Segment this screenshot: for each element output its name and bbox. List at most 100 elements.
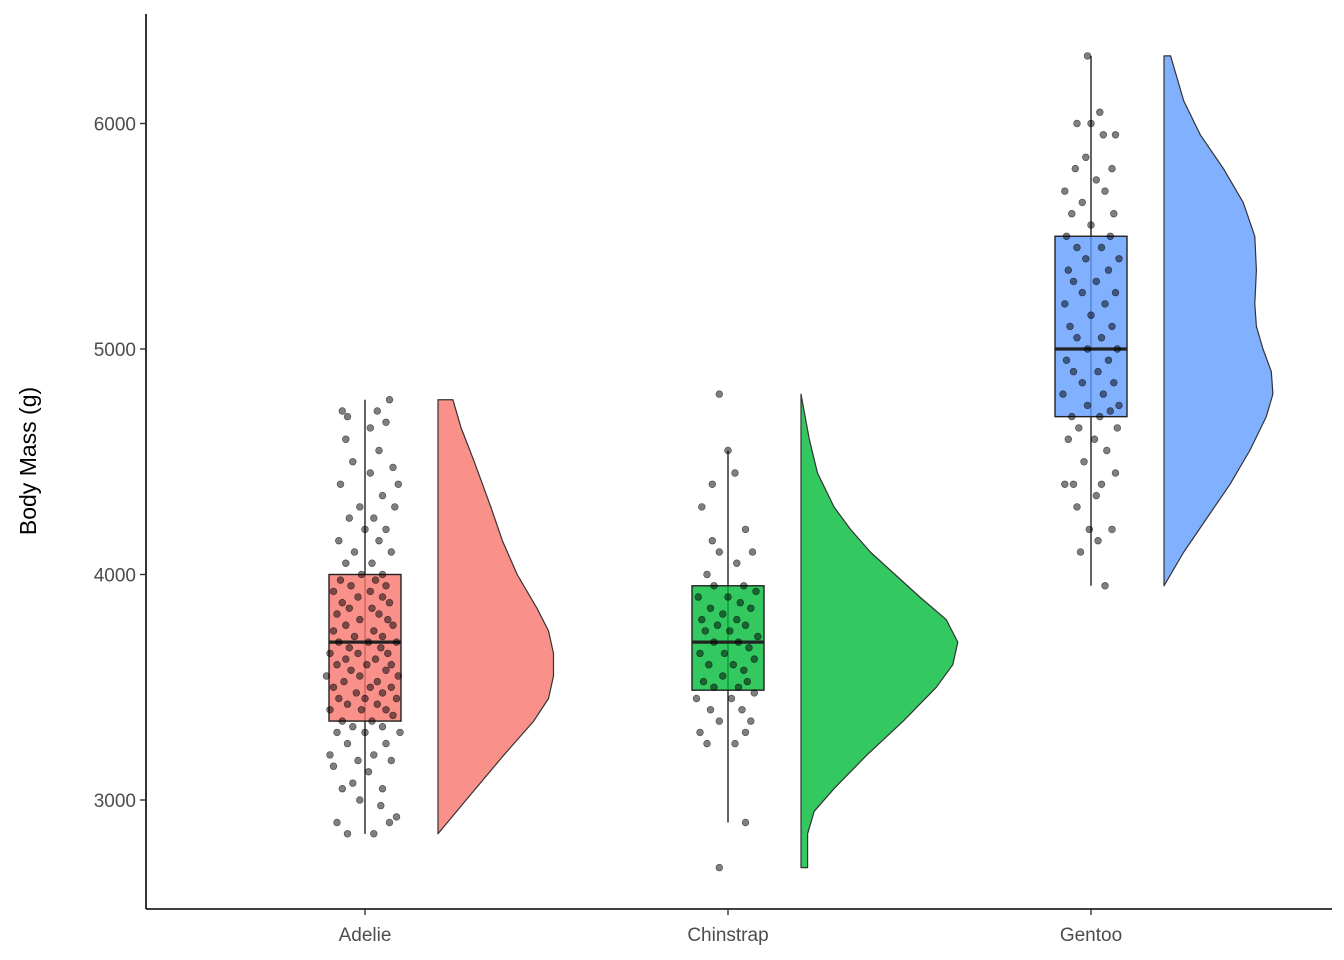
data-point <box>382 525 390 534</box>
data-point <box>1103 446 1111 455</box>
data-point <box>356 672 364 680</box>
data-point <box>354 649 362 658</box>
data-point <box>692 694 701 703</box>
data-point <box>1087 119 1095 128</box>
data-point <box>361 728 369 737</box>
data-point <box>750 655 758 663</box>
data-point <box>696 728 704 737</box>
data-point <box>354 756 362 765</box>
data-point <box>382 706 390 714</box>
data-point <box>361 694 369 703</box>
data-point <box>385 818 394 827</box>
data-point <box>345 604 353 612</box>
data-point <box>338 598 346 607</box>
data-point <box>1111 288 1120 297</box>
data-point <box>338 784 346 793</box>
data-point <box>696 649 704 658</box>
data-point <box>736 598 744 607</box>
data-point <box>333 728 341 737</box>
data-point <box>378 722 387 731</box>
data-point <box>389 711 397 720</box>
data-point <box>715 548 723 556</box>
data-point <box>378 491 387 500</box>
data-point <box>1085 525 1094 534</box>
data-point <box>1083 52 1092 60</box>
data-point <box>1061 480 1069 488</box>
data-point <box>387 660 395 669</box>
data-point <box>333 818 341 827</box>
data-point <box>356 503 364 511</box>
series-chinstrap <box>691 390 959 872</box>
data-point <box>1078 379 1087 387</box>
data-point <box>698 503 706 511</box>
data-point <box>329 683 338 691</box>
data-point <box>373 407 381 415</box>
data-point <box>1083 345 1092 353</box>
x-tick-label: Adelie <box>339 925 392 946</box>
data-point <box>354 593 362 601</box>
data-point <box>392 638 401 646</box>
data-point <box>701 627 709 635</box>
data-point <box>706 604 715 612</box>
data-point <box>378 689 387 697</box>
data-point <box>342 559 350 567</box>
data-point <box>715 390 723 398</box>
data-point <box>1096 412 1104 421</box>
data-point <box>1092 176 1101 184</box>
data-point <box>338 717 346 725</box>
data-point <box>336 576 345 584</box>
data-point <box>375 446 383 455</box>
y-tick-label: 6000 <box>94 115 136 136</box>
data-point <box>1115 255 1123 263</box>
data-point <box>394 672 402 680</box>
data-point <box>1094 536 1102 545</box>
data-point <box>1075 424 1083 432</box>
data-point <box>384 615 392 624</box>
density-gentoo <box>1163 55 1274 587</box>
data-point <box>1078 198 1087 207</box>
data-point <box>740 582 748 590</box>
data-point <box>373 677 381 686</box>
data-point <box>391 503 399 511</box>
data-point <box>345 514 353 522</box>
data-point <box>1066 322 1074 331</box>
data-point <box>349 722 357 731</box>
data-point <box>1073 334 1081 342</box>
data-point <box>747 604 755 612</box>
data-point <box>1108 164 1116 173</box>
data-point <box>703 739 711 748</box>
data-point <box>1076 548 1085 556</box>
box-chinstrap <box>691 585 765 691</box>
data-point <box>335 536 343 545</box>
plot-area <box>322 52 1274 872</box>
data-point <box>699 677 708 686</box>
data-point <box>1113 424 1122 432</box>
data-point <box>1073 243 1081 252</box>
data-point <box>333 610 341 618</box>
data-point <box>338 407 346 415</box>
y-tick-label: 3000 <box>94 791 136 812</box>
data-point <box>726 627 734 635</box>
data-point <box>1106 232 1115 241</box>
data-point <box>385 598 394 607</box>
data-point <box>1061 187 1069 195</box>
data-point <box>713 621 722 629</box>
data-point <box>741 525 750 534</box>
data-point <box>366 587 374 596</box>
data-point <box>1068 210 1076 218</box>
data-point <box>382 418 390 426</box>
data-point <box>368 604 376 612</box>
data-point <box>378 632 387 641</box>
data-point <box>326 751 334 759</box>
data-point <box>743 677 751 686</box>
data-point <box>375 536 383 545</box>
data-point <box>343 739 352 748</box>
data-point <box>394 480 402 488</box>
data-point <box>1082 255 1090 263</box>
data-point <box>724 446 732 455</box>
data-point <box>347 666 355 674</box>
data-point <box>356 796 364 804</box>
data-point <box>719 672 727 680</box>
data-point <box>343 830 352 838</box>
